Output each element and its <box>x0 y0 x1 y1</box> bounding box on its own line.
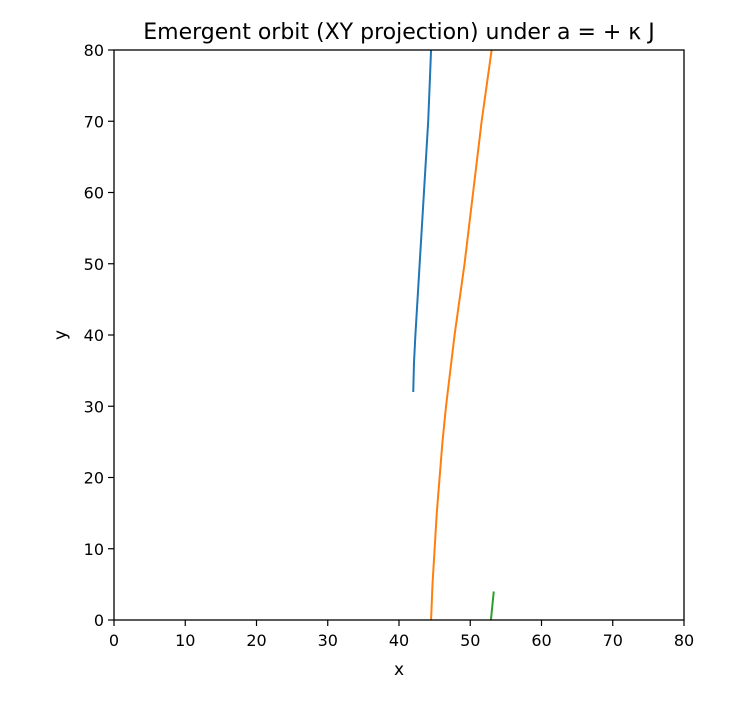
x-axis-label: x <box>394 660 404 680</box>
y-tick-label: 10 <box>84 540 104 559</box>
x-tick-label: 80 <box>674 631 694 650</box>
x-tick-label: 60 <box>531 631 551 650</box>
x-tick-label: 70 <box>603 631 623 650</box>
chart-title: Emergent orbit (XY projection) under a =… <box>143 20 655 45</box>
series-line-2 <box>430 50 493 620</box>
y-tick-label: 60 <box>84 184 104 203</box>
x-tick-label: 30 <box>318 631 338 650</box>
x-tick-label: 20 <box>246 631 266 650</box>
plot-area <box>412 50 495 620</box>
y-tick-label: 0 <box>94 611 104 630</box>
y-tick-label: 50 <box>84 255 104 274</box>
y-tick-label: 30 <box>84 397 104 416</box>
y-tick-label: 20 <box>84 469 104 488</box>
y-tick-label: 80 <box>84 41 104 60</box>
y-tick-label: 70 <box>84 112 104 131</box>
series-line-3 <box>489 591 495 620</box>
x-tick-label: 50 <box>460 631 480 650</box>
plot-frame <box>113 49 685 621</box>
axes: 0 10 20 30 40 50 60 70 80 0 10 20 30 40 50 60 70 80 <box>84 41 695 650</box>
y-tick-label: 40 <box>84 326 104 345</box>
x-tick-label: 0 <box>109 631 119 650</box>
y-axis-label: y <box>51 330 71 340</box>
series-line-1 <box>412 50 433 393</box>
x-tick-label: 40 <box>389 631 409 650</box>
x-tick-label: 10 <box>175 631 195 650</box>
